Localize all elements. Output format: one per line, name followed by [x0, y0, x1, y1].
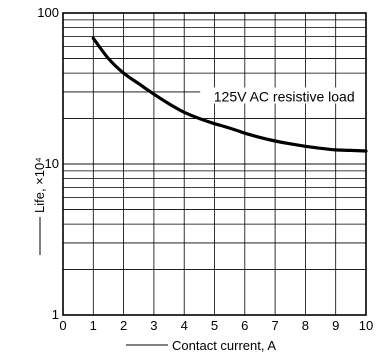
- series-curves: [91, 36, 368, 153]
- plot-frame: [62, 12, 367, 316]
- x-tick-label: 6: [241, 318, 248, 333]
- x-tick-label: 7: [271, 318, 278, 333]
- y-tick-label: 100: [37, 5, 59, 20]
- series-annotation-label: 125V AC resistive load: [214, 88, 355, 104]
- y-tick-labels: 1 10 100: [37, 5, 59, 322]
- y-tick-label: 10: [45, 156, 59, 171]
- x-tick-labels: 0 1 2 3 4 5 6 7 8 9 10: [59, 318, 373, 333]
- y-axis-label: Life, ×10⁴: [32, 157, 47, 213]
- x-tick-label: 4: [181, 318, 188, 333]
- x-tick-label: 3: [150, 318, 157, 333]
- series-curve: [91, 36, 368, 153]
- x-tick-label: 2: [120, 318, 127, 333]
- annotations: 125V AC resistive load: [200, 87, 369, 104]
- x-tick-label: 8: [302, 318, 309, 333]
- annotation-background: [200, 87, 369, 104]
- x-tick-label: 9: [332, 318, 339, 333]
- y-tick-label: 1: [52, 307, 59, 322]
- x-tick-label: 1: [90, 318, 97, 333]
- x-tick-label: 10: [359, 318, 373, 333]
- x-tick-label: 0: [59, 318, 66, 333]
- x-axis-label: Contact current, A: [172, 338, 276, 353]
- x-tick-label: 5: [211, 318, 218, 333]
